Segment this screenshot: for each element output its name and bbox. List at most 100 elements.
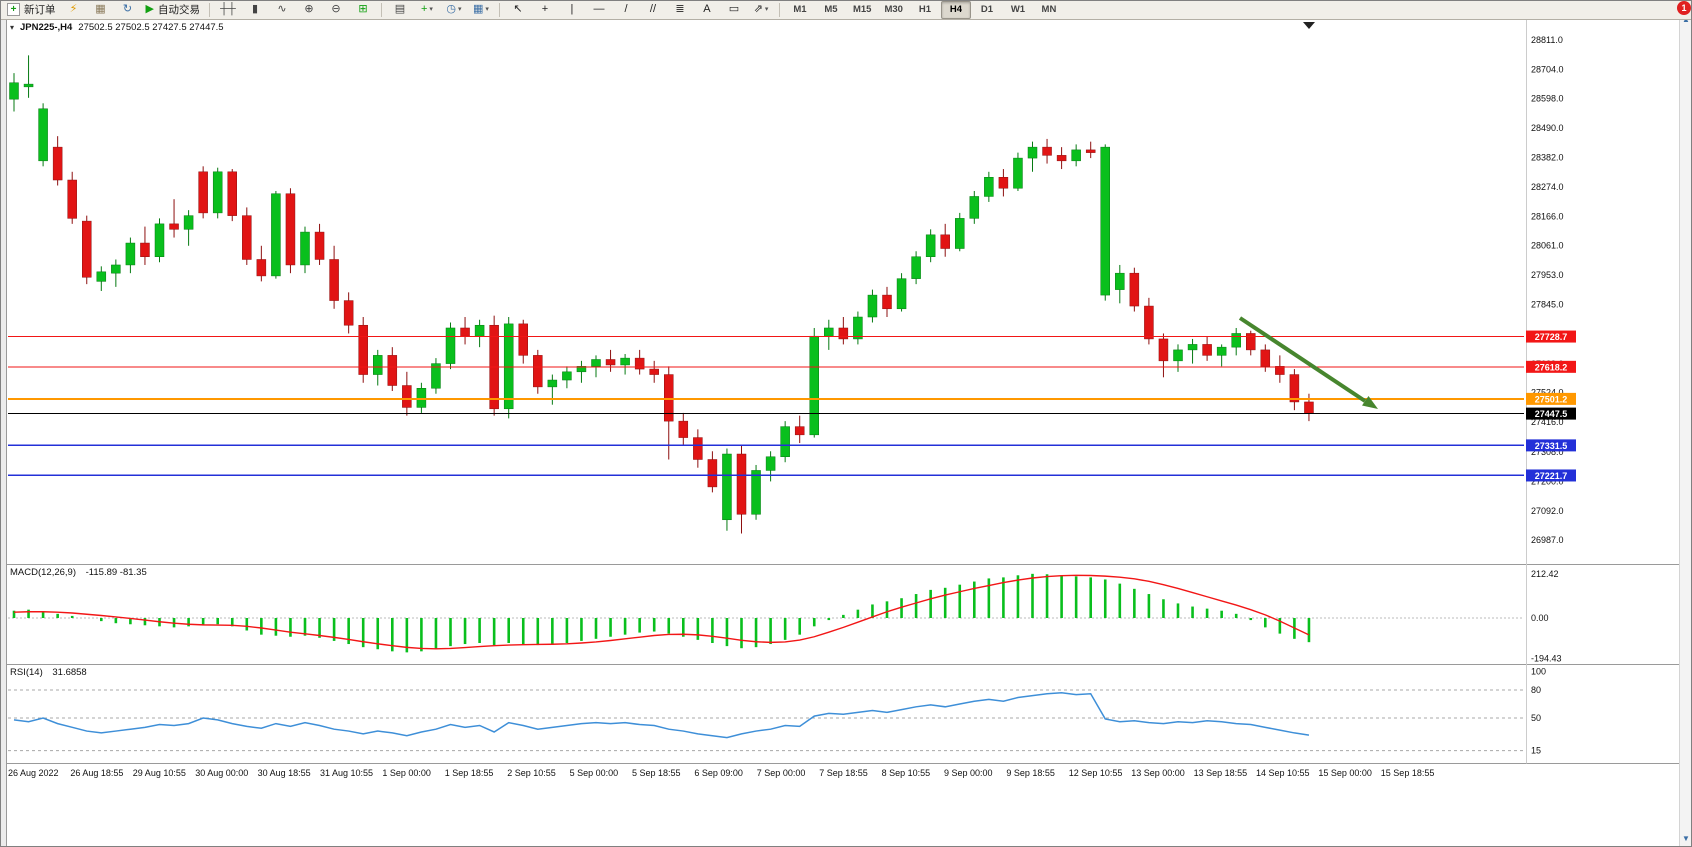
candle [358,324,368,375]
candle [183,215,194,230]
chart-menu-icon[interactable]: ▾ [10,23,15,32]
time-axis-label: 6 Sep 09:00 [694,768,743,778]
time-axis-label: 1 Sep 00:00 [382,768,431,778]
macd-axis-label: -194.43 [1531,653,1562,663]
resistance-line-1-badge-label: 27728.7 [1535,332,1568,342]
macd-axis-label: 0.00 [1531,613,1549,623]
line-chart-button[interactable]: ∿ [269,1,295,19]
vertical-line-button[interactable]: | [559,1,585,19]
scroll-down-icon[interactable]: ▼ [1682,834,1690,843]
candle [1231,333,1241,348]
candlestick-chart-button[interactable]: ▮ [242,1,268,19]
dropdown-caret-icon: ▾ [458,5,462,13]
candle [765,456,776,471]
arrows-button[interactable]: ⇗ ▾ [748,1,774,19]
rsi-name: RSI(14) [10,667,43,678]
zoom-in-button[interactable]: ⊕ [296,1,322,19]
cursor-button[interactable]: ↖ [505,1,531,19]
candle [998,177,1009,189]
arrow-object-icon: ⇗ [753,3,763,15]
tile-windows-icon: ⊞ [358,3,368,15]
candle [955,218,965,249]
candle [1216,346,1227,356]
candle [896,278,907,310]
time-axis-label: 7 Sep 00:00 [757,768,806,778]
refresh-button[interactable]: ↻ [115,1,141,19]
autotrading-button-label: 自动交易 [157,3,200,16]
support-line-blue-2-badge-label: 27221.7 [1535,471,1568,481]
templates-button[interactable]: ▦ ▾ [468,1,494,19]
vertical-scrollbar[interactable]: ▲ ▼ [1679,0,1692,847]
resistance-line-2-badge-label: 27618.2 [1535,362,1568,372]
text-label-button[interactable]: ▭ [721,1,747,19]
trendline-button[interactable]: / [613,1,639,19]
candle [1115,272,1125,290]
notification-badge[interactable]: 1 [1677,1,1691,15]
timeframe-mn-button[interactable]: MN [1041,3,1057,15]
candle [533,355,543,388]
text-label-icon: ▭ [728,3,740,15]
channel-button[interactable]: // [640,1,666,19]
new-order-button[interactable]: + 新订单 [3,1,60,19]
data-window-icon: ▤ [394,3,406,15]
price-axis-label: 27845.0 [1531,300,1564,310]
macd-axis-label: 212.42 [1531,569,1559,579]
tile-windows-button[interactable]: ⊞ [350,1,376,19]
bar-chart-button[interactable]: ┼┼ [215,1,241,19]
timeframe-w1-button[interactable]: W1 [1010,3,1026,15]
time-axis-label: 9 Sep 18:55 [1006,768,1055,778]
time-axis-label: 31 Aug 10:55 [320,768,373,778]
support-line-blue-1-badge-label: 27331.5 [1535,441,1568,451]
price-axis-label: 27416.0 [1531,417,1564,427]
new-order-button-label: 新订单 [24,3,56,16]
timeframe-m15-button[interactable]: M15 [852,3,872,15]
text-button[interactable]: A [694,1,720,19]
autotrading-button[interactable]: ▶ 自动交易 [142,1,204,19]
zoom-out-button[interactable]: ⊖ [323,1,349,19]
chart-shift-marker[interactable] [1303,22,1315,29]
toolbar: + 新订单 ⚡ ▦ ↻ ▶ 自动交易 ┼┼ ▮ ∿ ⊕ ⊖ ⊞ ▤ + ▾ ◷ ▾ ▦ ▾ ↖ + | — ///≣ A ▭ ⇗ ▾ M1… [0,0,1692,20]
timeframe-m1-button[interactable]: M1 [793,3,807,15]
candle [867,294,878,318]
rsi-value: 31.6858 [52,667,87,678]
time-axis-label: 30 Aug 00:00 [195,768,248,778]
timeframe-d1-button[interactable]: D1 [980,3,994,15]
clock-icon: ◷ [446,3,457,15]
horizontal-line-button[interactable]: — [586,1,612,19]
chart-profiles-button[interactable]: ▦ [88,1,114,19]
candle [300,231,310,266]
time-axis-label: 13 Sep 00:00 [1131,768,1185,778]
candle [256,259,267,277]
trend-arrow-head[interactable] [1362,396,1378,409]
support-line-orange-badge-label: 27501.2 [1535,394,1568,404]
data-window-button[interactable]: ▤ [387,1,413,19]
candle [1027,146,1038,159]
support-line-blue-2-badge [1526,469,1576,482]
trend-arrow[interactable] [1238,316,1367,403]
candle [23,83,34,88]
lightning-button[interactable]: ⚡ [61,1,87,19]
crosshair-button[interactable]: + [532,1,558,19]
time-axis-label: 9 Sep 00:00 [944,768,993,778]
candle [198,171,208,214]
candle [1056,155,1067,162]
time-axis-label: 5 Sep 00:00 [570,768,619,778]
timeframe-h1-button[interactable]: H1 [918,3,932,15]
candle [1246,333,1256,351]
candle [707,459,718,488]
fibonacci-button[interactable]: ≣ [667,1,693,19]
price-axis-label: 28490.0 [1531,123,1564,133]
timeframe-h4-button[interactable]: H4 [940,0,971,19]
time-axis-label: 8 Sep 10:55 [882,768,931,778]
timeframe-m5-button[interactable]: M5 [824,3,838,15]
add-indicator-button[interactable]: + ▾ [414,1,440,19]
time-axis-label: 7 Sep 18:55 [819,768,868,778]
price-axis[interactable]: 28811.0 28704.0 28598.0 28490.0 28382.0 28274… [1531,35,1564,545]
time-axis[interactable]: 26 Aug 2022 26 Aug 18:55 29 Aug 10:55 30 Au… [8,768,1434,778]
periods-button[interactable]: ◷ ▾ [441,1,467,19]
candle [1173,349,1183,362]
cursor-icon: ↖ [513,3,523,15]
timeframe-m30-button[interactable]: M30 [884,3,903,15]
time-axis-label: 15 Sep 18:55 [1381,768,1435,778]
